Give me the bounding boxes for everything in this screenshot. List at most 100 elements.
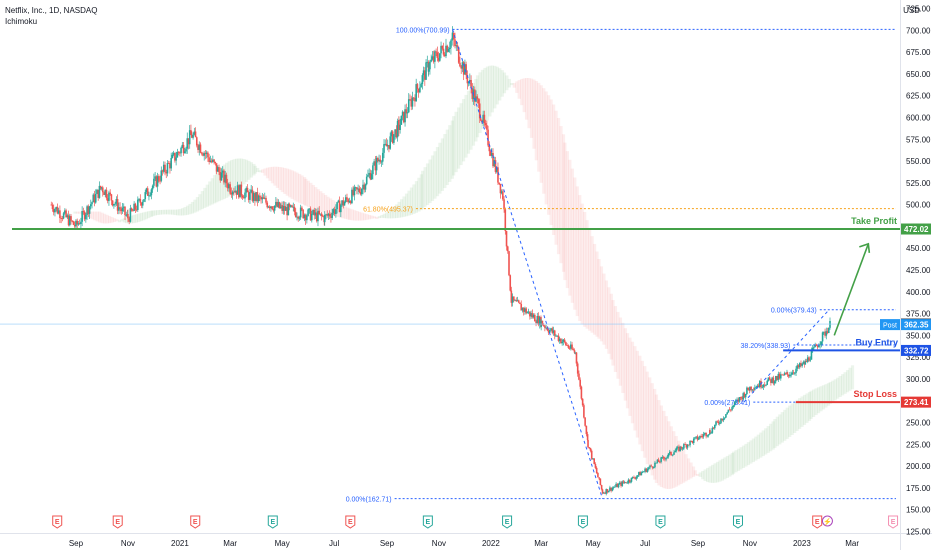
candle-body — [787, 374, 790, 377]
candle-body — [403, 111, 405, 123]
candle-body — [386, 145, 389, 147]
candle-body — [696, 436, 699, 440]
candle-body — [280, 206, 282, 209]
candle-body — [723, 417, 726, 419]
candle-body — [349, 201, 352, 204]
candle-body — [531, 313, 534, 318]
cloud-segment — [464, 94, 468, 158]
candle-body — [220, 172, 223, 181]
candle-body — [59, 210, 61, 219]
cloud-segment — [314, 187, 318, 210]
candle-body — [379, 159, 382, 162]
earnings-icon[interactable] — [655, 515, 666, 529]
candle-body — [99, 185, 102, 189]
candle-body — [169, 163, 171, 169]
candle-body — [456, 45, 459, 48]
cloud-segment — [390, 208, 394, 219]
cloud-segment — [505, 75, 509, 91]
candle-body — [356, 187, 358, 190]
dividend-icon[interactable] — [821, 515, 833, 527]
candle-body — [706, 435, 709, 437]
cloud-segment — [144, 211, 148, 220]
candle-body — [495, 167, 498, 172]
candle-body — [644, 468, 646, 472]
candle-body — [187, 138, 190, 145]
candle-body — [414, 98, 416, 102]
candle-body — [583, 405, 585, 418]
candle-body — [655, 462, 657, 464]
candle-body — [486, 125, 488, 130]
cloud-segment — [343, 206, 348, 219]
candle-body — [783, 373, 786, 376]
candle-body — [160, 170, 163, 181]
cloud-segment — [841, 374, 845, 396]
earnings-icon[interactable] — [52, 515, 63, 529]
candle-body — [532, 314, 535, 318]
earnings-icon[interactable] — [112, 515, 123, 529]
cloud-segment — [696, 473, 700, 476]
earnings-icon[interactable] — [345, 515, 356, 529]
x-tick-label: Jul — [329, 539, 339, 548]
earnings-icon[interactable] — [888, 515, 899, 529]
candle-body — [71, 220, 74, 222]
candle-body — [304, 214, 307, 221]
candle-body — [286, 207, 288, 216]
earnings-icon[interactable] — [190, 515, 201, 529]
candle-body — [254, 193, 256, 201]
cloud-segment — [493, 65, 497, 109]
post-label: Post — [883, 323, 897, 330]
candle-body — [464, 64, 466, 75]
earnings-icon[interactable] — [502, 515, 513, 529]
earnings-icon[interactable] — [267, 515, 278, 529]
cloud-segment — [495, 66, 499, 105]
candle-body — [424, 70, 426, 80]
candle-body — [469, 80, 471, 82]
candle-body — [646, 468, 649, 472]
cloud-segment — [597, 259, 601, 339]
earnings-icon[interactable] — [577, 515, 588, 529]
cloud-segment — [826, 383, 831, 406]
cloud-segment — [836, 377, 840, 399]
candle-body — [538, 317, 541, 325]
candle-body — [297, 216, 300, 219]
candle-body — [557, 335, 560, 341]
cloud-segment — [749, 440, 753, 464]
candle-body — [363, 184, 366, 190]
cloud-segment — [490, 65, 494, 113]
candle-body — [574, 352, 577, 354]
cloud-segment — [730, 453, 734, 476]
candle-body — [721, 418, 724, 421]
cloud-segment — [805, 393, 809, 423]
candle-body — [505, 231, 508, 247]
candle-body — [794, 372, 796, 374]
earnings-icon[interactable] — [422, 515, 433, 529]
candle-body — [457, 47, 460, 63]
candle-body — [790, 374, 792, 376]
earnings-icon[interactable] — [732, 515, 743, 529]
cloud-segment — [771, 421, 775, 450]
candle-body — [171, 154, 174, 159]
cloud-segment — [561, 134, 566, 272]
candle-body — [777, 373, 780, 380]
candle-body — [679, 446, 681, 451]
earnings-icon[interactable] — [812, 515, 823, 529]
x-tick-label: Nov — [432, 539, 446, 548]
cloud-segment — [461, 99, 466, 162]
cloud-segment — [402, 196, 406, 217]
candle-body — [499, 183, 502, 194]
candle-body — [257, 195, 260, 202]
candle-body — [156, 176, 159, 187]
cloud-segment — [669, 426, 673, 489]
cloud-segment — [158, 209, 162, 215]
candle-body — [451, 37, 453, 41]
cloud-segment — [117, 220, 122, 223]
candle-body — [287, 204, 290, 216]
candle-body — [165, 171, 168, 174]
candle-body — [749, 386, 751, 391]
candle-body — [652, 467, 655, 468]
candle-body — [308, 208, 311, 210]
cloud-segment — [304, 178, 308, 207]
candle-body — [100, 187, 103, 189]
candle-body — [270, 206, 272, 209]
